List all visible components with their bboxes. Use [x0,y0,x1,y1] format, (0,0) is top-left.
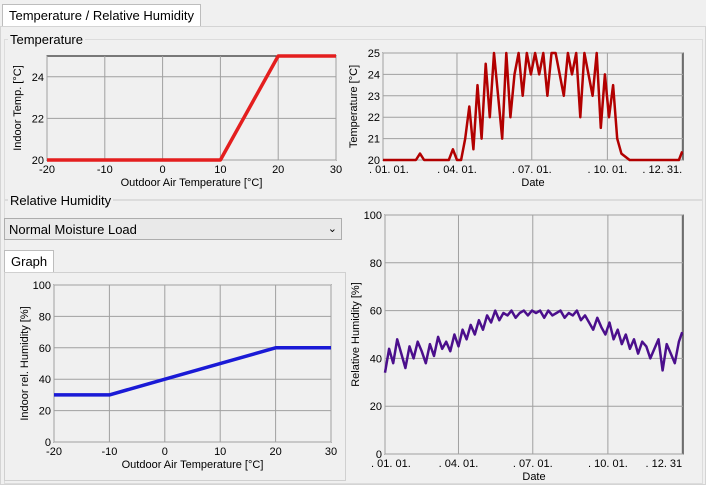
chevron-down-icon: ⌄ [327,223,337,235]
rh-series-plot-area [384,214,684,455]
indoor-rh-x-tick-label: 30 [325,446,337,458]
moisture-load-value: Normal Moisture Load [9,222,137,237]
indoor-rh-series-line [54,346,331,397]
temperature-series-x-tick-label: . 01. 01. [369,164,409,176]
rh-series-x-tick-label: . 04. 01. [439,458,479,470]
tab-graph[interactable]: Graph [4,250,55,273]
indoor-rh-x-tick-label: -20 [46,446,62,458]
rh-series-x-tick-label: . 10. 01. [588,458,628,470]
temperature-series-x-tick-label: . 10. 01. [588,164,628,176]
temperature-series-x-tick-label: . 07. 01. [512,164,552,176]
indoor-rh-y-tick-label: 60 [39,343,51,355]
indoor-temp-x-tick-label: 20 [272,164,284,176]
indoor-temp-y-tick-label: 24 [32,72,44,84]
indoor-rh-y-tick-label: 0 [45,437,51,449]
rh-series-series-line [383,309,684,373]
temperature-series-y-tick-label: 20 [368,155,380,167]
indoor-temp-y-tick-label: 22 [32,113,44,125]
rh-series-x-tick-label: . 01. 01. [371,458,411,470]
rh-series-y-tick-label: 80 [370,258,382,270]
temperature-series-plot-area [382,52,684,161]
indoor-temp-x-tick-label: 10 [214,164,226,176]
indoor-temp-x-tick-label: -10 [97,164,113,176]
indoor-temp-x-tick-label: -20 [39,164,55,176]
indoor-temp-x-axis-label: Outdoor Air Temperature [°C] [121,177,263,189]
rh-series-y-tick-label: 20 [370,401,382,413]
rh-series-y-axis-label: Relative Humidity [%] [350,282,362,387]
indoor-temp-y-axis-label: Indoor Temp. [°C] [12,65,24,151]
indoor-rh-y-tick-label: 40 [39,374,51,386]
rh-series-x-axis-label: Date [522,471,545,483]
indoor-rh-y-tick-label: 100 [33,280,51,292]
temperature-series-y-tick-label: 25 [368,48,380,60]
tab-temperature-humidity[interactable]: Temperature / Relative Humidity [2,4,201,27]
temperature-series-y-tick-label: 22 [368,112,380,124]
indoor-rh-x-tick-label: 0 [162,446,168,458]
temperature-section-label: Temperature [8,32,85,47]
temperature-series-y-tick-label: 23 [368,91,380,103]
temperature-series-x-tick-label: . 12. 31. [642,164,682,176]
rh-series-x-tick-label: . 12. 31 [645,458,682,470]
indoor-rh-x-tick-label: 10 [214,446,226,458]
temperature-frame [4,39,703,201]
temperature-series-y-tick-label: 24 [368,69,380,81]
indoor-rh-x-tick-label: -10 [101,446,117,458]
indoor-rh-plot-area [53,284,332,443]
moisture-load-select[interactable]: Normal Moisture Load ⌄ [4,218,342,240]
rh-series-y-tick-label: 60 [370,306,382,318]
indoor-rh-y-tick-label: 80 [39,311,51,323]
indoor-rh-y-axis-label: Indoor rel. Humidity [%] [19,306,31,420]
indoor-temp-y-tick-label: 20 [32,155,44,167]
humidity-section-label: Relative Humidity [8,193,114,208]
rh-series-x-tick-label: . 07. 01. [513,458,553,470]
indoor-temp-x-tick-label: 30 [330,164,342,176]
rh-series-y-tick-label: 100 [364,210,382,222]
indoor-temp-series-line [47,54,336,162]
temperature-series-y-axis-label: Temperature [°C] [348,65,360,148]
indoor-rh-x-tick-label: 20 [269,446,281,458]
temperature-series-y-tick-label: 21 [368,134,380,146]
indoor-rh-x-axis-label: Outdoor Air Temperature [°C] [122,459,264,471]
indoor-rh-y-tick-label: 20 [39,406,51,418]
indoor-temp-plot-area [46,55,337,161]
tab-strip: Temperature / Relative Humidity [0,0,706,27]
temperature-series-x-axis-label: Date [521,177,544,189]
indoor-temp-x-tick-label: 0 [160,164,166,176]
temperature-series-series-line [383,51,684,162]
rh-series-y-tick-label: 0 [376,449,382,461]
rh-series-y-tick-label: 40 [370,353,382,365]
temperature-series-x-tick-label: . 04. 01. [437,164,477,176]
